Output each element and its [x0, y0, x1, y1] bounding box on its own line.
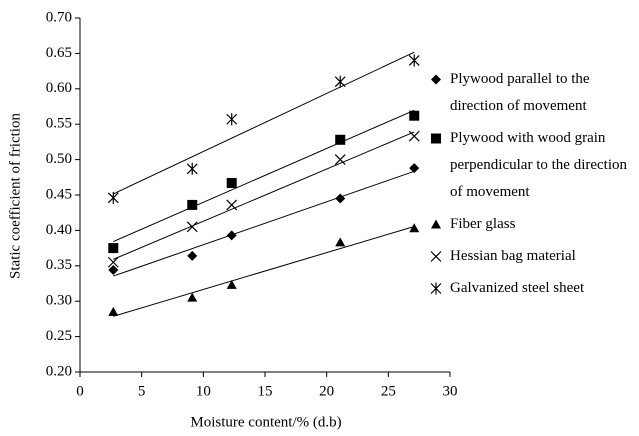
marker — [430, 282, 442, 295]
x-tick-label: 30 — [443, 383, 458, 399]
legend-label: Hessian bag material — [450, 248, 576, 264]
y-tick-label: 0.25 — [46, 328, 72, 344]
x-tick-label: 25 — [381, 383, 396, 399]
marker — [226, 199, 238, 211]
marker — [186, 221, 198, 233]
marker — [334, 75, 346, 88]
x-tick-label: 0 — [76, 383, 84, 399]
legend-label: Plywood parallel to the direction of mov… — [450, 71, 590, 114]
legend-icon — [431, 74, 441, 85]
marker — [430, 251, 442, 262]
marker — [431, 74, 441, 85]
legend-entry: Fiber glass — [428, 211, 633, 238]
legend-label: Galvanized steel sheet — [450, 280, 585, 296]
y-axis-label: Static coefficient of friction — [7, 113, 23, 279]
marker — [107, 256, 119, 268]
trend-line — [113, 51, 415, 195]
marker — [409, 223, 420, 233]
y-tick-label: 0.30 — [46, 293, 72, 309]
legend-entry: Plywood with wood grain perpendicular to… — [428, 125, 633, 206]
x-tick-label: 20 — [319, 383, 334, 399]
y-tick-label: 0.70 — [46, 9, 72, 25]
marker — [431, 219, 441, 229]
legend: Plywood parallel to the direction of mov… — [428, 66, 633, 307]
marker — [408, 54, 420, 67]
marker — [335, 193, 346, 204]
marker — [108, 265, 119, 276]
y-tick-label: 0.50 — [46, 151, 72, 167]
marker — [226, 177, 237, 188]
x-tick-label: 10 — [196, 383, 211, 399]
legend-label: Fiber glass — [450, 216, 516, 232]
legend-label: Plywood with wood grain perpendicular to… — [450, 130, 628, 200]
marker — [408, 130, 420, 142]
marker — [226, 230, 237, 241]
x-tick-label: 5 — [138, 383, 146, 399]
y-tick-label: 0.65 — [46, 45, 72, 61]
legend-icon — [430, 282, 442, 295]
legend-icon — [431, 219, 441, 229]
trend-line — [113, 226, 415, 317]
marker — [108, 306, 119, 316]
trend-line — [113, 109, 415, 243]
marker — [226, 113, 238, 126]
legend-entry: Hessian bag material — [428, 243, 633, 270]
legend-icon — [431, 133, 441, 144]
marker — [335, 134, 346, 145]
trend-line — [113, 170, 415, 277]
marker — [226, 279, 237, 289]
marker — [431, 133, 441, 144]
legend-icon — [430, 251, 442, 262]
marker — [187, 292, 198, 302]
trend-line — [113, 131, 415, 260]
marker — [409, 110, 420, 121]
legend-entry: Galvanized steel sheet — [428, 275, 633, 302]
legend-entry: Plywood parallel to the direction of mov… — [428, 66, 633, 120]
marker — [186, 162, 198, 175]
x-axis-label: Moisture content/% (d.b) — [190, 414, 341, 430]
marker — [187, 250, 198, 261]
x-tick-label: 15 — [258, 383, 273, 399]
marker — [409, 163, 420, 174]
y-tick-label: 0.20 — [46, 363, 72, 379]
y-tick-label: 0.55 — [46, 116, 72, 132]
y-tick-label: 0.60 — [46, 80, 72, 96]
y-tick-label: 0.45 — [46, 186, 72, 202]
y-tick-label: 0.35 — [46, 257, 72, 273]
marker — [334, 154, 346, 166]
marker — [108, 243, 119, 254]
y-tick-label: 0.40 — [46, 222, 72, 238]
marker — [187, 199, 198, 210]
marker — [335, 237, 346, 247]
marker — [107, 191, 119, 204]
